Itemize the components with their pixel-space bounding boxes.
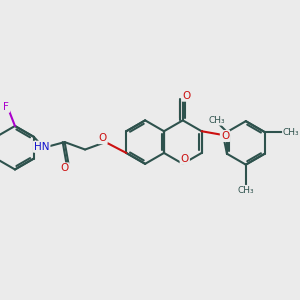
Text: CH₃: CH₃ bbox=[238, 186, 254, 195]
Text: O: O bbox=[98, 133, 107, 143]
Text: O: O bbox=[181, 154, 189, 164]
Text: O: O bbox=[183, 91, 191, 101]
Text: F: F bbox=[3, 102, 9, 112]
Text: HN: HN bbox=[34, 142, 50, 152]
Text: CH₃: CH₃ bbox=[209, 116, 225, 125]
Text: O: O bbox=[60, 164, 69, 173]
Text: O: O bbox=[221, 131, 229, 141]
Text: CH₃: CH₃ bbox=[283, 128, 300, 136]
